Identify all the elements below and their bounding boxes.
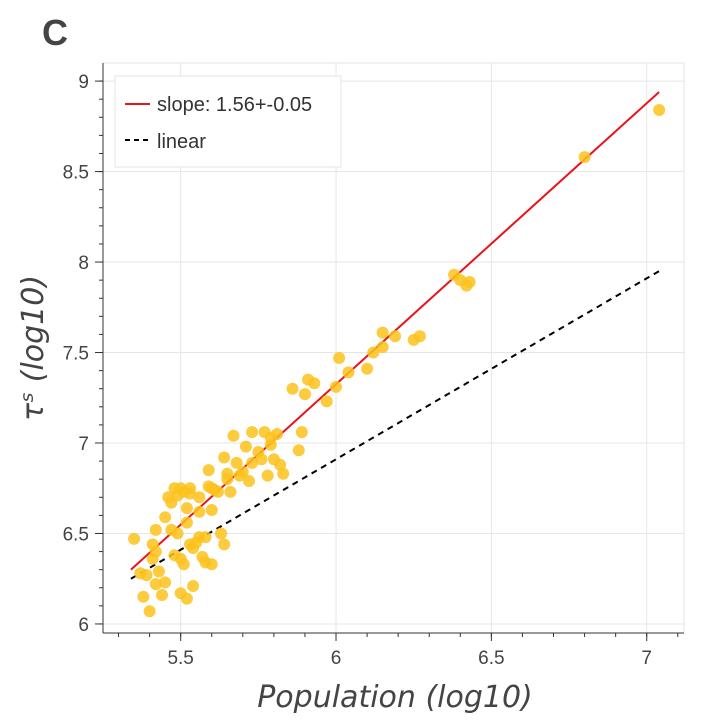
data-point <box>152 565 165 578</box>
data-point <box>578 151 591 164</box>
data-point <box>211 485 224 498</box>
x-tick-label: 7 <box>641 648 652 669</box>
x-tick-label: 6.5 <box>478 648 504 669</box>
axes: 5.5 6 6.5 7 6 6.5 7 7.5 8 8.5 9 <box>63 63 684 669</box>
data-point <box>218 451 231 464</box>
data-point <box>361 362 374 375</box>
x-tick-label: 5.5 <box>167 648 193 669</box>
data-point <box>333 351 346 364</box>
legend: slope: 1.56+-0.05 linear <box>114 75 342 168</box>
data-point <box>202 464 215 477</box>
data-point <box>205 558 218 571</box>
data-point <box>224 485 237 498</box>
data-point <box>236 465 249 478</box>
data-point <box>180 592 193 605</box>
y-tick-label: 6 <box>78 615 89 636</box>
data-point <box>261 469 274 482</box>
data-point <box>149 578 162 591</box>
data-point <box>140 569 153 582</box>
y-tick-label: 8.5 <box>63 163 89 184</box>
x-axis-title: Population (log10) <box>257 680 533 715</box>
data-point <box>183 482 196 495</box>
data-point <box>177 558 190 571</box>
data-point <box>389 330 402 343</box>
data-point <box>193 491 206 504</box>
data-point <box>156 589 169 601</box>
y-tick-label: 7.5 <box>63 344 89 365</box>
data-point <box>205 503 218 516</box>
data-point <box>243 475 256 487</box>
data-point <box>653 104 666 117</box>
data-point <box>159 576 172 589</box>
data-point <box>149 523 162 536</box>
x-tick-label: 6 <box>331 648 342 669</box>
data-point <box>128 532 141 545</box>
data-point <box>246 456 259 469</box>
data-point <box>199 531 212 544</box>
panel-label: C <box>42 12 68 53</box>
legend-label-linear: linear <box>157 131 206 153</box>
data-point <box>218 538 231 551</box>
legend-label-fit: slope: 1.56+-0.05 <box>157 94 312 116</box>
data-point <box>298 388 311 401</box>
data-point <box>277 467 290 480</box>
data-point <box>292 444 305 457</box>
legend-box <box>114 75 342 168</box>
data-point <box>413 330 426 343</box>
data-point <box>330 380 343 393</box>
y-axis-title: τˢ (log10) <box>16 275 51 421</box>
data-point <box>227 429 240 442</box>
data-point <box>320 395 333 408</box>
data-point <box>180 502 193 515</box>
data-point <box>246 426 259 439</box>
data-point <box>463 275 476 288</box>
data-point <box>274 458 287 471</box>
y-tick-label: 8 <box>78 253 89 274</box>
data-point <box>376 341 389 354</box>
data-point <box>376 326 389 339</box>
data-point <box>342 366 355 379</box>
data-point <box>193 505 206 518</box>
data-point <box>171 527 184 540</box>
y-tick-label: 9 <box>78 72 89 93</box>
data-point <box>143 605 156 618</box>
data-point <box>295 426 308 439</box>
data-point <box>159 511 172 524</box>
y-tick-label: 7 <box>78 434 89 455</box>
data-point <box>264 438 277 451</box>
data-point <box>286 382 299 395</box>
data-point <box>137 590 150 603</box>
y-tick-label: 6.5 <box>63 524 89 545</box>
data-point <box>187 579 200 592</box>
data-point <box>215 527 228 540</box>
data-point <box>146 538 159 551</box>
data-point <box>180 516 193 529</box>
data-point <box>308 377 321 390</box>
data-point <box>230 456 243 469</box>
data-points <box>128 104 666 618</box>
data-point <box>239 440 252 453</box>
data-point <box>270 427 283 440</box>
data-point <box>221 473 234 486</box>
data-point <box>255 453 268 466</box>
data-point <box>367 346 380 359</box>
linear-reference-line <box>130 270 660 580</box>
